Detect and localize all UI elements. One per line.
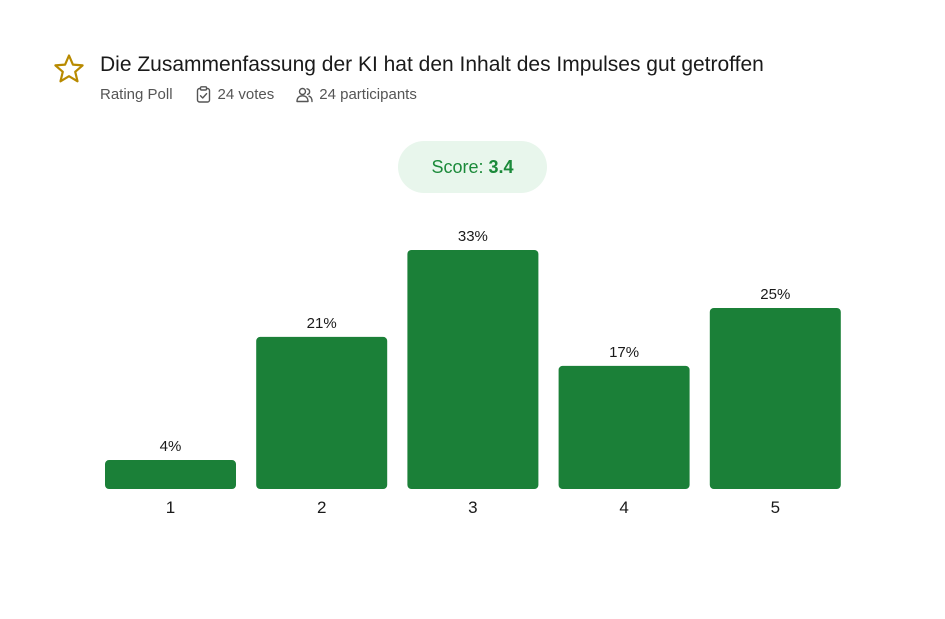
bar-1 <box>105 460 236 489</box>
bar-3 <box>407 250 539 489</box>
data-label-2: 21% <box>307 315 337 332</box>
poll-type: Rating Poll <box>100 86 173 103</box>
score-label: Score: <box>431 156 484 177</box>
poll-meta: Rating Poll 24 votes 24 participants <box>100 86 439 103</box>
data-label-3: 33% <box>458 228 488 245</box>
tick-label-2: 2 <box>317 498 326 517</box>
poll-type-label: Rating Poll <box>100 86 173 103</box>
participants-label: 24 participants <box>319 86 417 103</box>
tick-label-5: 5 <box>771 498 780 517</box>
tick-label-1: 1 <box>166 498 175 517</box>
bar-2 <box>256 336 388 489</box>
bar-4 <box>558 365 690 489</box>
data-label-5: 25% <box>760 286 790 303</box>
votes-count: 24 votes <box>195 86 275 103</box>
poll-title: Die Zusammenfassung der KI hat den Inhal… <box>100 53 764 76</box>
data-label-4: 17% <box>609 344 639 361</box>
votes-label: 24 votes <box>217 86 275 103</box>
users-icon <box>296 87 313 103</box>
score-value: 3.4 <box>488 156 514 177</box>
bar-5 <box>709 307 841 489</box>
participants-count: 24 participants <box>296 86 417 103</box>
tick-label-3: 3 <box>468 498 477 517</box>
tick-label-4: 4 <box>619 498 628 517</box>
clipboard-check-icon <box>196 86 210 103</box>
star-icon <box>54 54 84 83</box>
score-badge: Score: 3.4 <box>398 141 547 193</box>
data-label-1: 4% <box>160 438 182 455</box>
